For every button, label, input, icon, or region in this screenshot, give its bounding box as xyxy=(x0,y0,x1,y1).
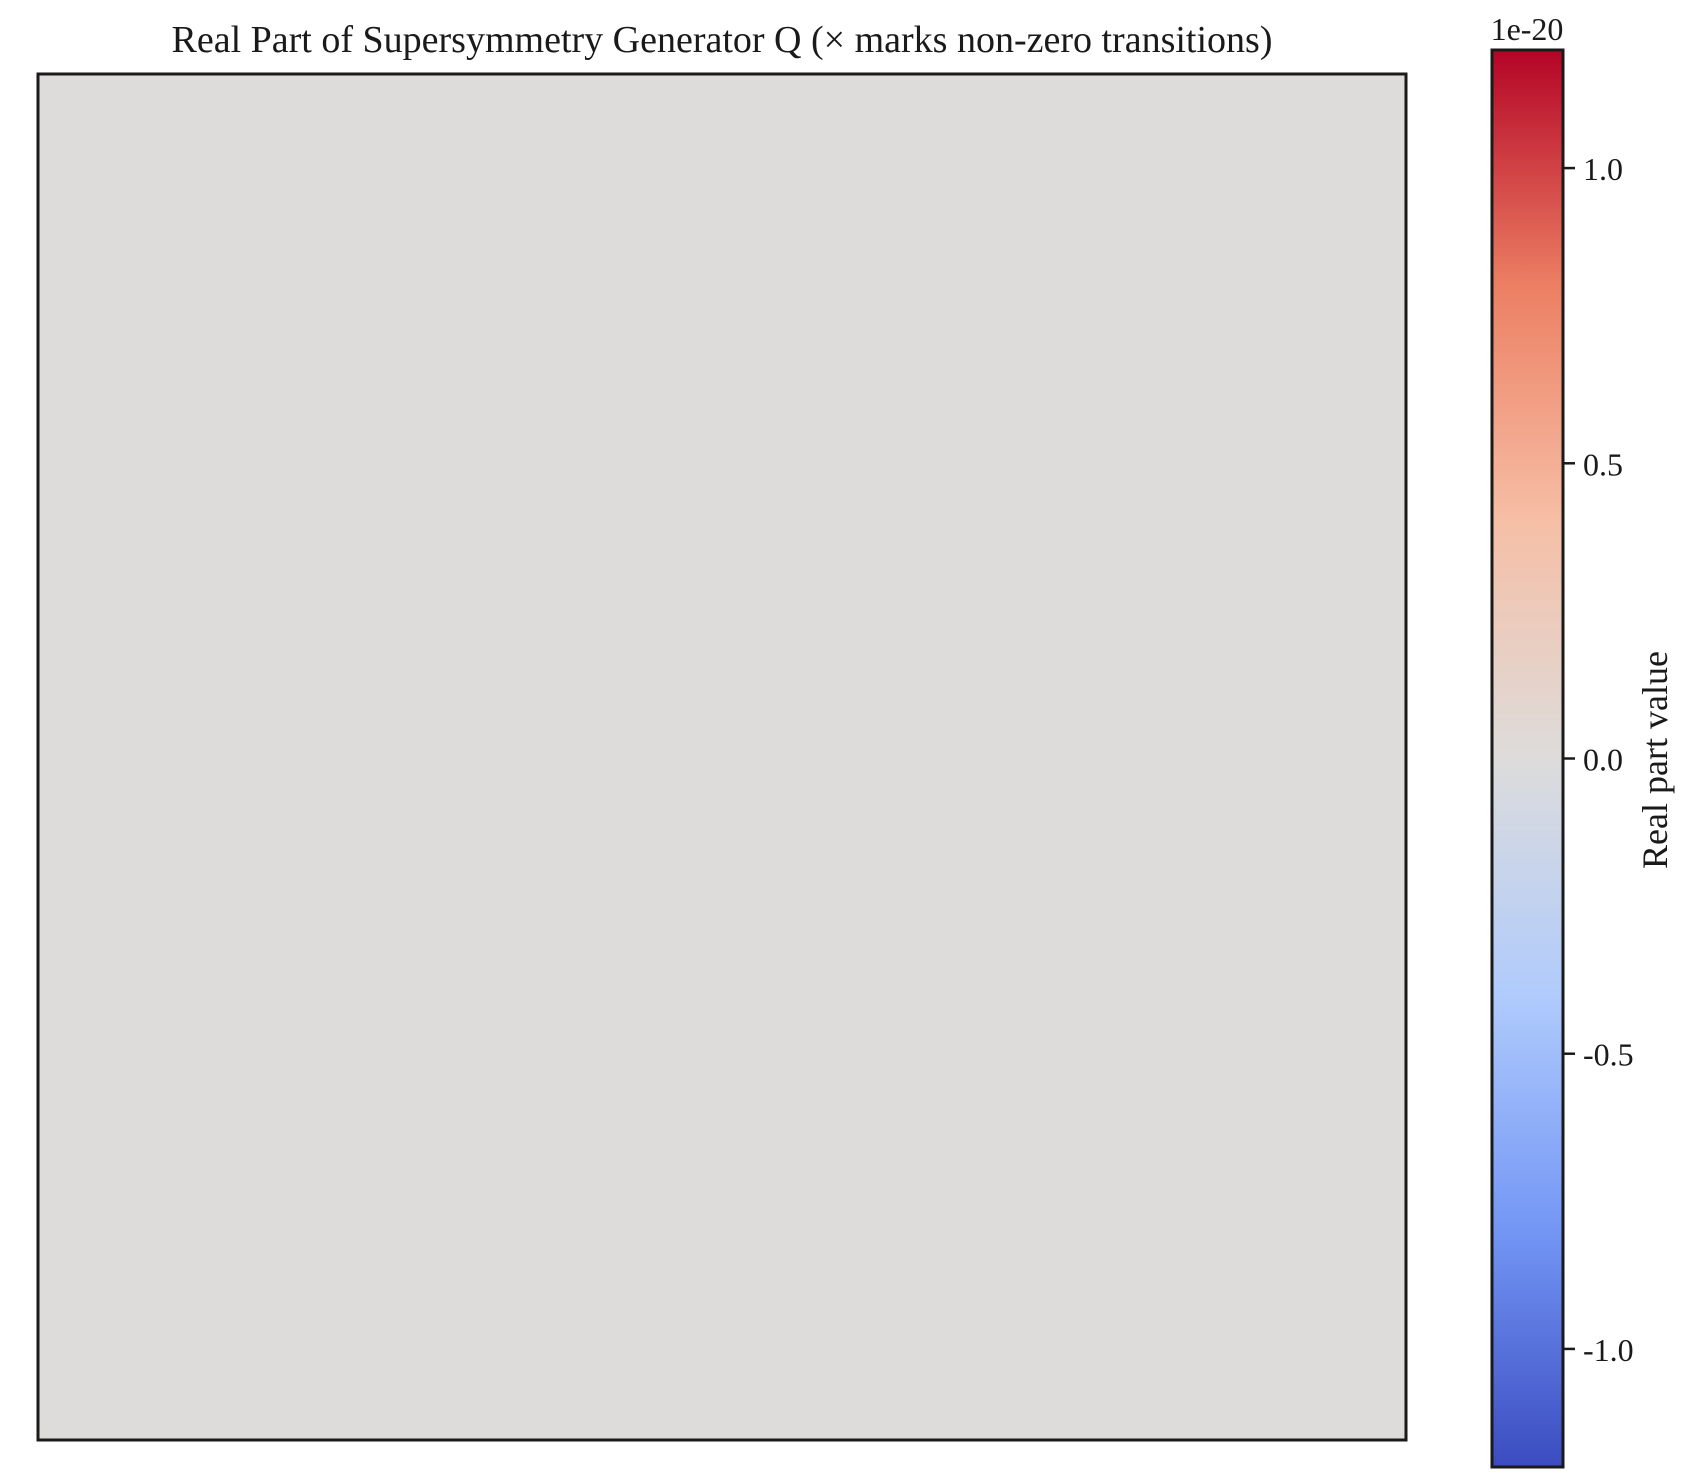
colorbar-tick-label: 0.0 xyxy=(1583,742,1623,778)
colorbar-tick-label: -1.0 xyxy=(1583,1332,1634,1368)
colorbar-ticks: 1.0 0.5 0.0 -0.5 -1.0 xyxy=(1563,151,1634,1368)
colorbar-tick-label: 1.0 xyxy=(1583,151,1623,187)
colorbar-gradient xyxy=(1492,50,1563,1467)
colorbar-tick-label: 0.5 xyxy=(1583,446,1623,482)
colorbar-label: Real part value xyxy=(1635,651,1675,869)
colorbar: 1.0 0.5 0.0 -0.5 -1.0 xyxy=(1490,48,1634,1469)
colorbar-offset-text: 1e-20 xyxy=(1491,11,1564,47)
heatmap-area xyxy=(36,72,1408,1442)
chart-title: Real Part of Supersymmetry Generator Q (… xyxy=(172,19,1273,61)
colorbar-tick-label: -0.5 xyxy=(1583,1037,1634,1073)
